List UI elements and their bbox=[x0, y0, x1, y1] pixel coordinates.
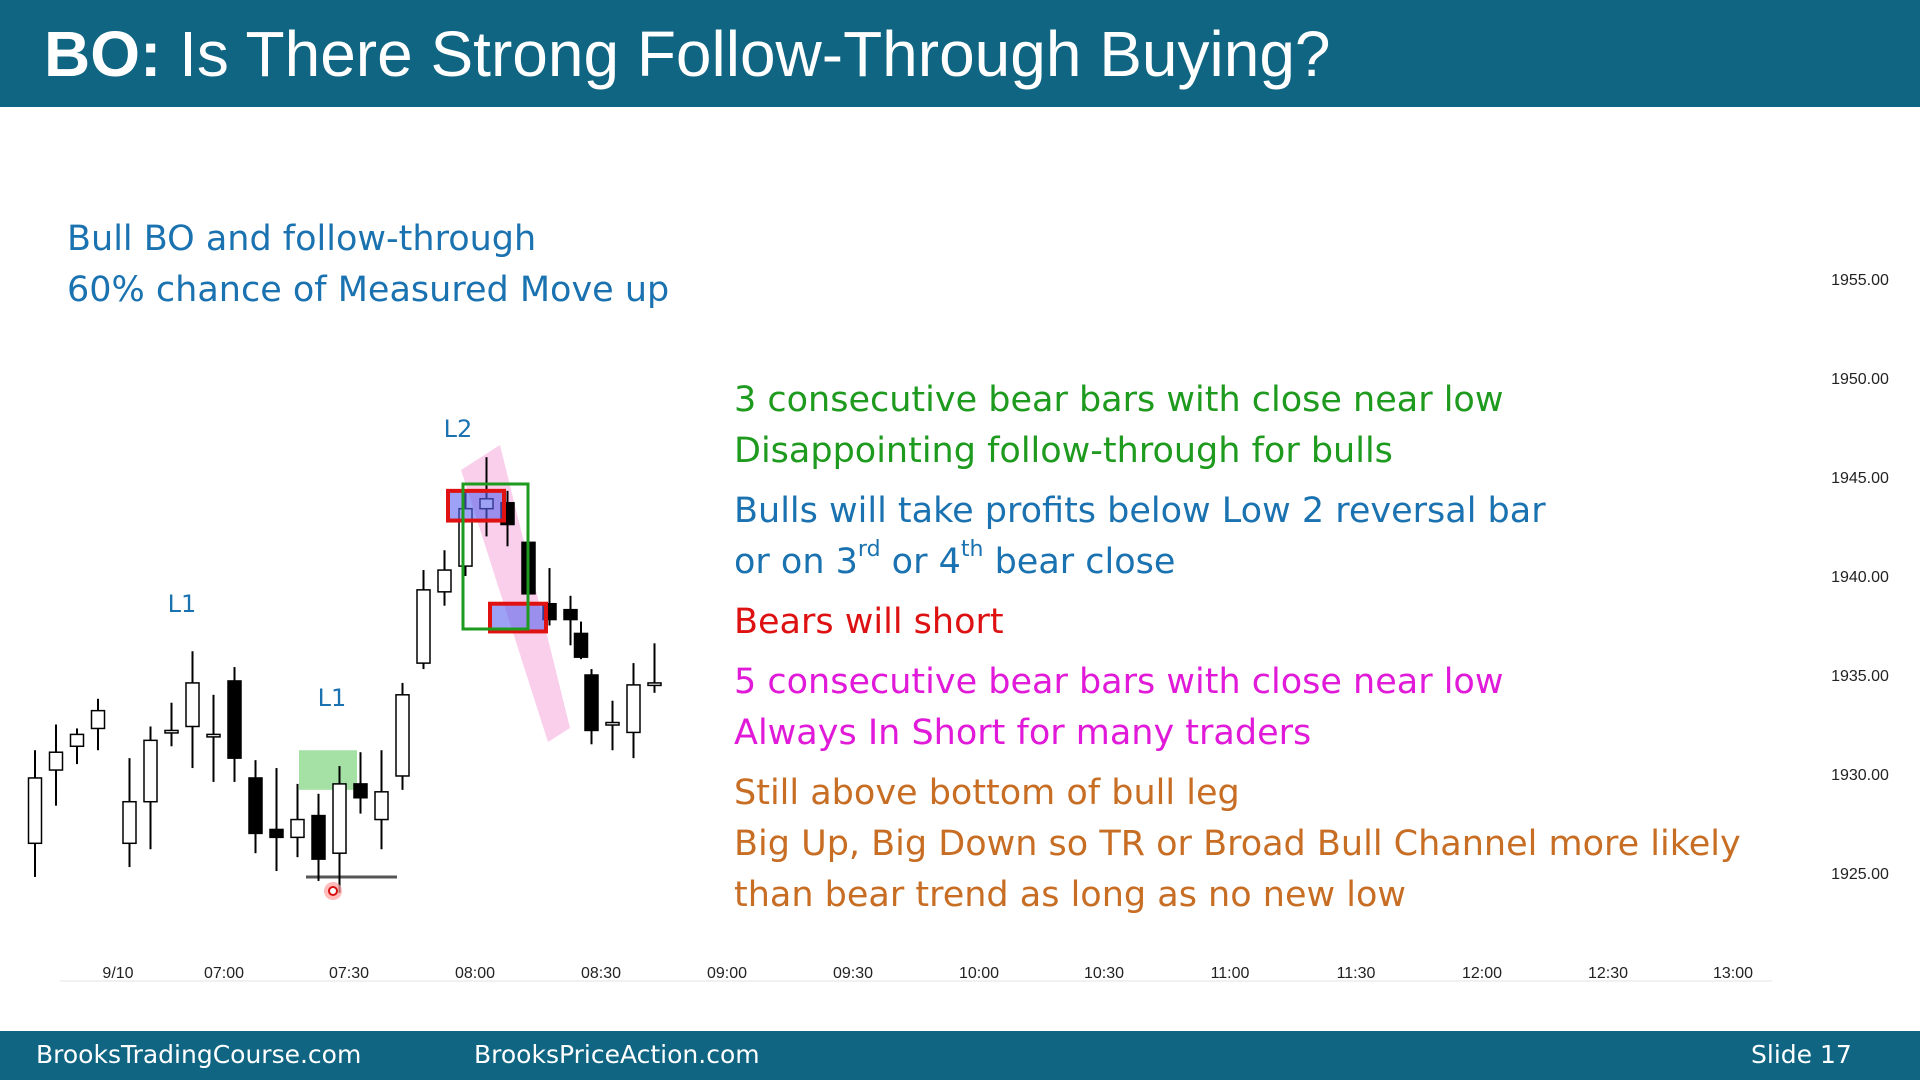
bar-label: L1 bbox=[168, 590, 197, 618]
y-tick-label: 1935.00 bbox=[1831, 668, 1889, 685]
x-tick-label: 11:30 bbox=[1337, 965, 1376, 982]
title-text: Is There Strong Follow-Through Buying? bbox=[161, 18, 1331, 90]
candle-body bbox=[122, 800, 137, 845]
slide-title: BO: Is There Strong Follow-Through Buyin… bbox=[44, 14, 1331, 94]
candle-body bbox=[311, 814, 326, 860]
candle-body bbox=[374, 791, 389, 821]
candle-body bbox=[248, 777, 263, 835]
candle-body bbox=[605, 721, 620, 726]
breakout-zone-highlight bbox=[299, 750, 357, 790]
profits-text-c: bear close bbox=[983, 542, 1176, 582]
cursor-marker-dot bbox=[328, 886, 338, 896]
y-tick-label: 1945.00 bbox=[1831, 470, 1889, 487]
low2-signal-box bbox=[446, 488, 506, 523]
candle-body bbox=[647, 682, 662, 687]
candle-body bbox=[437, 569, 452, 593]
candle-body bbox=[290, 818, 305, 839]
candle-body bbox=[227, 680, 242, 759]
x-tick-label: 07:00 bbox=[204, 965, 244, 982]
x-tick-label: 07:30 bbox=[329, 965, 369, 982]
bear-bars-note: 3 consecutive bear bars with close near … bbox=[734, 375, 1503, 477]
profits-line-2: or on 3rd or 4th bear close bbox=[734, 537, 1546, 588]
x-tick-label: 08:30 bbox=[581, 965, 621, 982]
candle-body bbox=[90, 709, 106, 730]
slide-header: BO: Is There Strong Follow-Through Buyin… bbox=[0, 0, 1920, 107]
bull-bo-line-1: Bull BO and follow-through bbox=[67, 219, 537, 259]
candle-body bbox=[395, 694, 410, 777]
candle-body bbox=[563, 608, 578, 621]
candle-body bbox=[206, 733, 221, 738]
footer-left-link: BrooksTradingCourse.com bbox=[36, 1040, 362, 1069]
bull-leg-line-1: Still above bottom of bull leg bbox=[734, 773, 1240, 813]
candle-body bbox=[332, 783, 347, 854]
always-in-note: 5 consecutive bear bars with close near … bbox=[734, 657, 1503, 759]
x-tick-label: 08:00 bbox=[455, 965, 495, 982]
candle-body bbox=[416, 589, 431, 664]
bear-bars-line-2: Disappointing follow-through for bulls bbox=[734, 431, 1393, 471]
y-tick-label: 1925.00 bbox=[1831, 866, 1889, 883]
bears-short-note: Bears will short bbox=[734, 597, 1004, 648]
footer-middle-link: BrooksPriceAction.com bbox=[474, 1040, 760, 1069]
profits-text-b: or 4 bbox=[880, 542, 961, 582]
candle-body bbox=[584, 674, 599, 732]
x-tick-label: 13:00 bbox=[1713, 965, 1753, 982]
bull-leg-note: Still above bottom of bull leg Big Up, B… bbox=[734, 768, 1741, 921]
bears-short-line: Bears will short bbox=[734, 602, 1004, 642]
profits-line-1: Bulls will take profits below Low 2 reve… bbox=[734, 491, 1546, 531]
x-tick-label: 9/10 bbox=[102, 965, 133, 982]
bull-bo-note: Bull BO and follow-through 60% chance of… bbox=[67, 214, 669, 316]
profits-sup-rd: rd bbox=[857, 537, 881, 563]
x-tick-label: 12:00 bbox=[1462, 965, 1502, 982]
y-tick-label: 1930.00 bbox=[1831, 767, 1889, 784]
y-tick-label: 1955.00 bbox=[1831, 272, 1889, 289]
bear-bars-line-1: 3 consecutive bear bars with close near … bbox=[734, 380, 1504, 420]
bar-label: L2 bbox=[444, 415, 473, 443]
bull-bo-line-2: 60% chance of Measured Move up bbox=[67, 270, 670, 310]
profits-note: Bulls will take profits below Low 2 reve… bbox=[734, 486, 1546, 588]
bull-leg-line-2: Big Up, Big Down so TR or Broad Bull Cha… bbox=[734, 824, 1741, 864]
candle-body bbox=[269, 828, 284, 839]
candle-body bbox=[353, 783, 368, 799]
title-prefix: BO: bbox=[44, 18, 162, 90]
x-tick-label: 09:30 bbox=[833, 965, 873, 982]
candle-body bbox=[143, 739, 158, 803]
bull-leg-line-3: than bear trend as long as no new low bbox=[734, 875, 1407, 915]
x-tick-label: 10:00 bbox=[959, 965, 999, 982]
slide-footer: BrooksTradingCourse.com BrooksPriceActio… bbox=[0, 1031, 1920, 1080]
candle-body bbox=[69, 733, 85, 748]
candle-body bbox=[573, 632, 589, 658]
candle-body bbox=[626, 684, 641, 734]
x-tick-label: 12:30 bbox=[1588, 965, 1628, 982]
always-in-line-1: 5 consecutive bear bars with close near … bbox=[734, 662, 1504, 702]
profits-sup-th: th bbox=[960, 537, 984, 563]
profits-text-a: or on 3 bbox=[734, 542, 858, 582]
three-bear-bars-box bbox=[461, 482, 530, 631]
bar-label: L1 bbox=[318, 684, 347, 712]
y-tick-label: 1950.00 bbox=[1831, 371, 1889, 388]
slide-number: Slide 17 bbox=[1751, 1040, 1852, 1069]
candle-body bbox=[27, 777, 43, 845]
candle-body bbox=[48, 751, 64, 771]
bear-signal-box bbox=[488, 601, 548, 634]
always-in-line-2: Always In Short for many traders bbox=[734, 713, 1312, 753]
candle-body bbox=[164, 729, 179, 734]
price-chart: 9/10 07:00 07:30 08:00 08:30 09:00 09:30 10:00 1… bbox=[27, 272, 1889, 982]
x-tick-label: 09:00 bbox=[707, 965, 747, 982]
candle-body bbox=[185, 682, 200, 728]
y-tick-label: 1940.00 bbox=[1831, 569, 1889, 586]
x-tick-label: 11:00 bbox=[1211, 965, 1250, 982]
x-tick-label: 10:30 bbox=[1084, 965, 1124, 982]
